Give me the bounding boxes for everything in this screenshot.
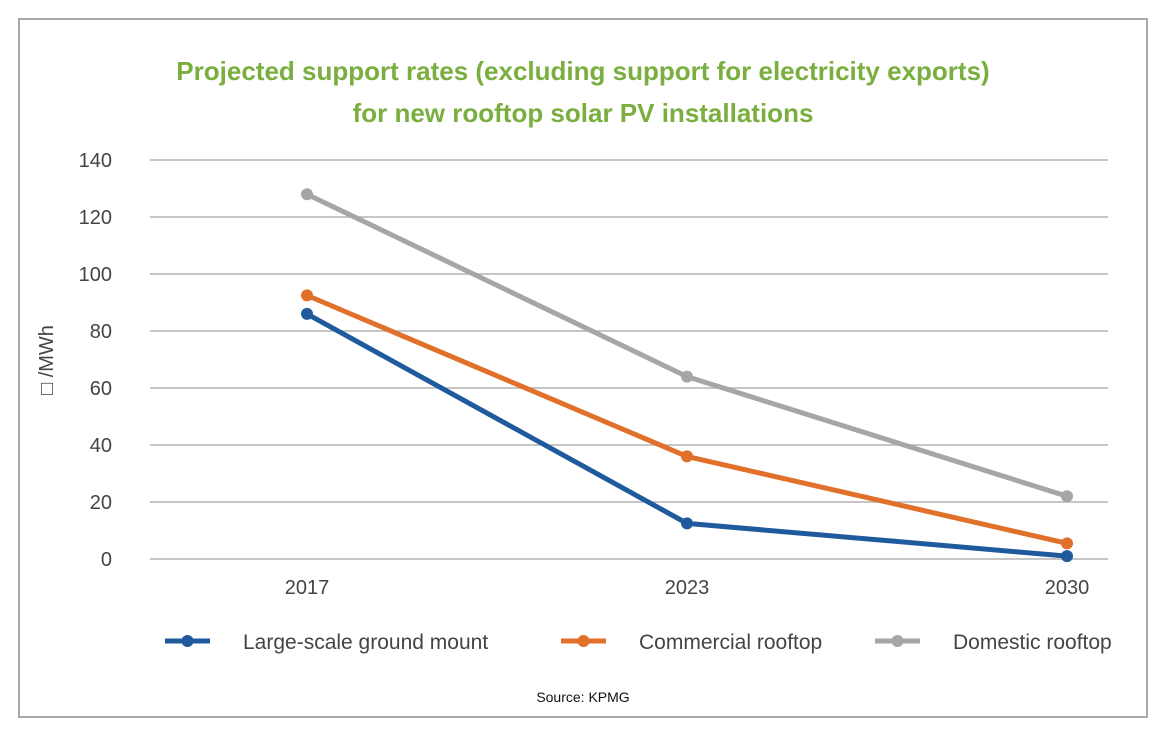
data-point — [1061, 490, 1073, 503]
chart-title-line-2: for new rooftop solar PV installations — [352, 98, 814, 128]
data-point — [681, 370, 693, 383]
series-lines — [301, 188, 1073, 563]
data-point — [301, 188, 313, 201]
legend-swatch-marker — [577, 635, 590, 647]
x-tick-label: 2017 — [285, 577, 330, 599]
x-axis-ticks: 2017 2023 2030 — [285, 577, 1090, 599]
data-point — [301, 289, 313, 302]
legend-label: Large-scale ground mount — [243, 631, 488, 654]
data-point — [1061, 550, 1073, 563]
series-line — [304, 292, 1070, 546]
data-point — [681, 517, 693, 530]
chart-frame — [18, 18, 1148, 718]
legend-label: Commercial rooftop — [639, 631, 822, 654]
y-axis-label: □ /MWh — [36, 325, 58, 395]
legend-item-1: Large-scale ground mount — [165, 631, 488, 654]
data-point — [681, 450, 693, 463]
legend: Large-scale ground mount Commercial rooft… — [165, 631, 1112, 654]
x-tick-label: 2023 — [665, 577, 710, 599]
y-tick-label: 120 — [79, 207, 112, 229]
legend-swatch-marker — [891, 635, 904, 647]
chart-title: Projected support rates (excluding suppo… — [0, 50, 1166, 134]
y-tick-label: 0 — [101, 549, 112, 571]
series-1 — [301, 307, 1073, 563]
y-tick-label: 100 — [79, 264, 112, 286]
legend-swatch-marker — [181, 635, 194, 647]
series-2 — [301, 289, 1073, 550]
series-3 — [301, 188, 1073, 503]
legend-item-2: Commercial rooftop — [561, 631, 822, 654]
chart-title-line-1: Projected support rates (excluding suppo… — [176, 56, 990, 86]
gridlines — [150, 159, 1108, 560]
data-point — [301, 307, 313, 320]
y-axis-ticks: 0 20 40 60 80 100 120 140 — [79, 150, 112, 571]
source-note: Source: KPMG — [536, 689, 629, 705]
legend-item-3: Domestic rooftop — [875, 631, 1112, 654]
data-point — [1061, 537, 1073, 550]
y-tick-label: 140 — [79, 150, 112, 172]
y-tick-label: 60 — [90, 378, 112, 400]
y-tick-label: 40 — [90, 435, 112, 457]
y-tick-label: 20 — [90, 492, 112, 514]
x-tick-label: 2030 — [1045, 577, 1090, 599]
y-tick-label: 80 — [90, 321, 112, 343]
legend-label: Domestic rooftop — [953, 631, 1112, 654]
